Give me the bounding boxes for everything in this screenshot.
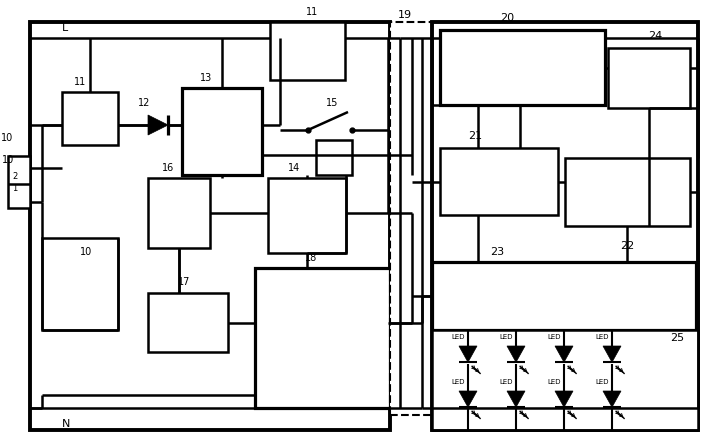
Text: 14: 14 xyxy=(288,163,300,173)
Text: 13: 13 xyxy=(200,73,212,83)
Text: 2: 2 xyxy=(12,172,18,181)
Bar xyxy=(62,92,118,145)
Bar xyxy=(390,22,432,415)
Polygon shape xyxy=(507,346,525,362)
Text: 24: 24 xyxy=(648,31,662,41)
Text: 11: 11 xyxy=(306,7,318,17)
Text: 20: 20 xyxy=(500,13,514,23)
Text: 25: 25 xyxy=(670,333,684,343)
Text: 22: 22 xyxy=(620,241,634,251)
Polygon shape xyxy=(555,346,573,362)
Polygon shape xyxy=(459,391,477,407)
Text: 19: 19 xyxy=(398,10,412,20)
Text: 15: 15 xyxy=(326,98,338,108)
Text: LED: LED xyxy=(499,379,512,385)
Polygon shape xyxy=(603,346,621,362)
Text: LED: LED xyxy=(499,334,512,340)
Bar xyxy=(432,22,698,430)
Text: 16: 16 xyxy=(162,163,174,173)
Polygon shape xyxy=(459,346,477,362)
Text: 21: 21 xyxy=(468,131,482,141)
Bar xyxy=(316,140,352,175)
Polygon shape xyxy=(507,391,525,407)
Text: 18: 18 xyxy=(305,253,317,263)
Bar xyxy=(432,262,696,330)
Bar xyxy=(255,268,390,408)
Text: LED: LED xyxy=(547,379,561,385)
Text: 23: 23 xyxy=(490,247,504,257)
Text: LED: LED xyxy=(595,379,609,385)
Bar xyxy=(432,330,698,430)
Text: 10: 10 xyxy=(1,133,13,143)
Bar xyxy=(608,48,690,108)
Bar xyxy=(148,178,210,248)
Text: 12: 12 xyxy=(138,98,150,108)
Polygon shape xyxy=(555,391,573,407)
Bar xyxy=(270,22,345,80)
Text: 11: 11 xyxy=(74,77,86,87)
Bar xyxy=(440,148,558,215)
Text: N: N xyxy=(62,419,70,429)
Text: 17: 17 xyxy=(178,277,191,287)
Text: L: L xyxy=(62,23,68,33)
Bar xyxy=(30,22,390,430)
Bar xyxy=(42,238,118,330)
Bar xyxy=(148,293,228,352)
Text: 10: 10 xyxy=(2,155,14,165)
Text: LED: LED xyxy=(451,334,465,340)
Bar xyxy=(565,158,690,226)
Text: 1: 1 xyxy=(12,184,18,193)
Polygon shape xyxy=(603,391,621,407)
Bar xyxy=(182,88,262,175)
Text: 10: 10 xyxy=(80,247,92,257)
Text: LED: LED xyxy=(595,334,609,340)
Polygon shape xyxy=(148,115,168,135)
Text: LED: LED xyxy=(451,379,465,385)
Bar xyxy=(8,156,30,208)
Text: LED: LED xyxy=(547,334,561,340)
Bar xyxy=(268,178,346,253)
Bar xyxy=(440,30,605,105)
